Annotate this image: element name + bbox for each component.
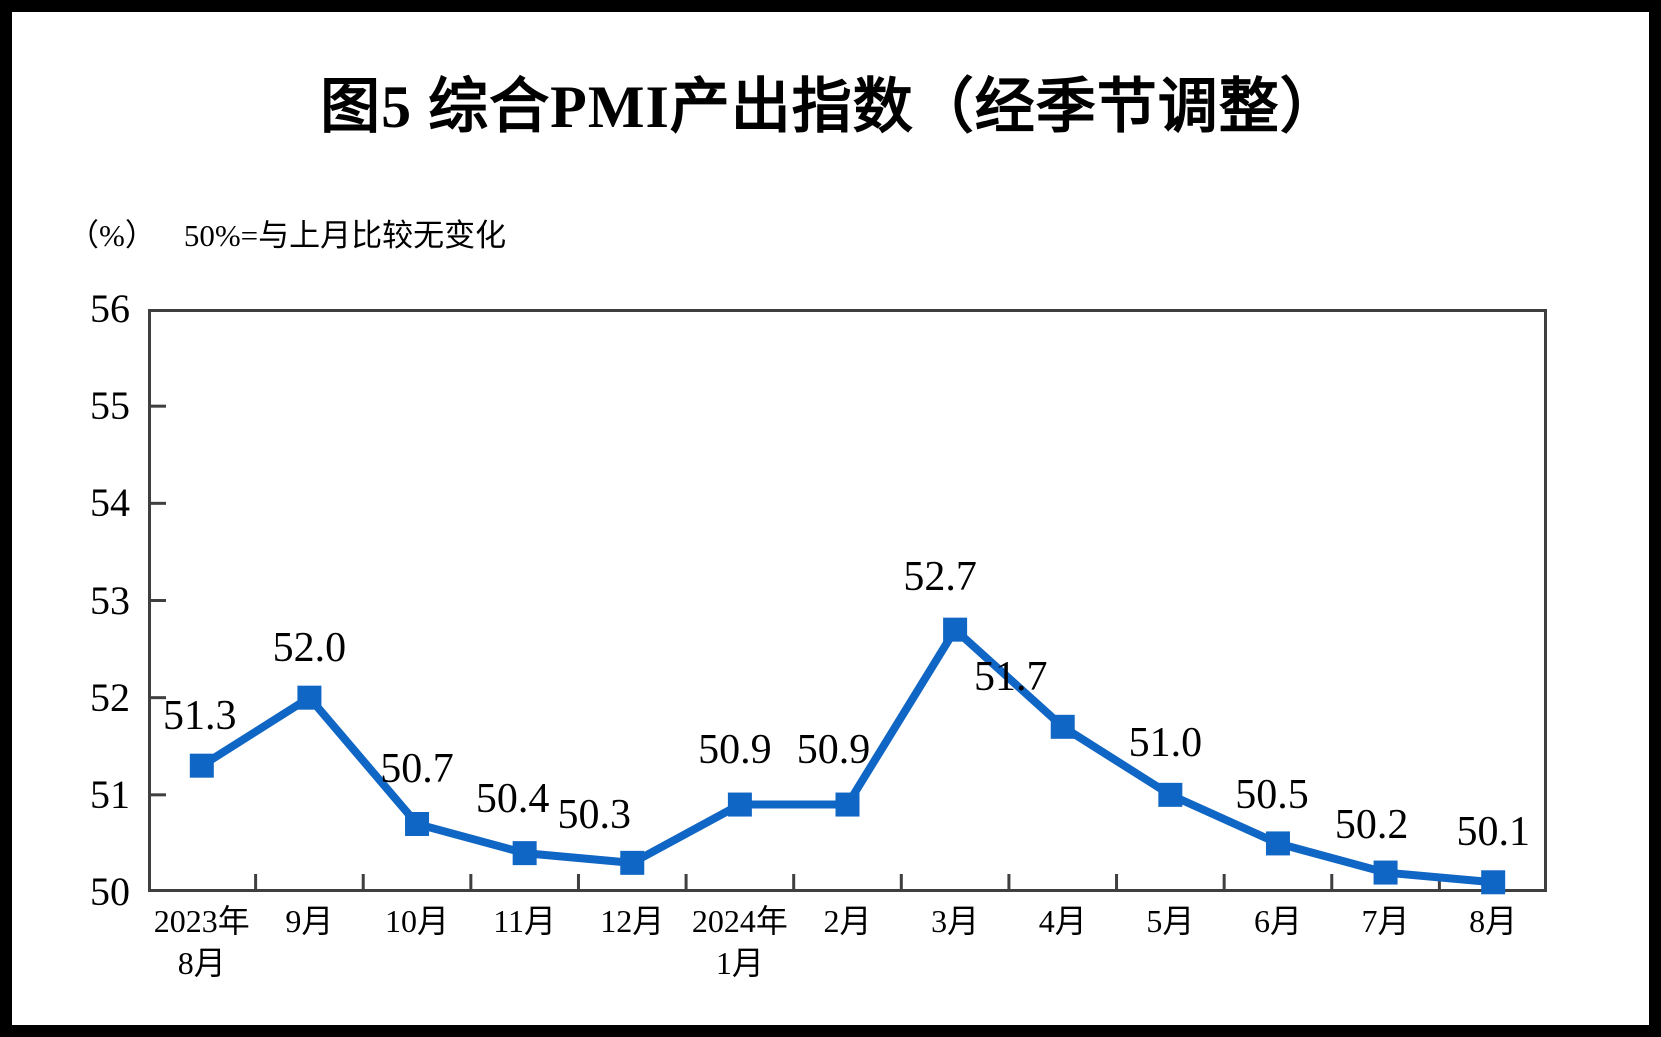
axis-unit-note: （%） 50%=与上月比较无变化 [68, 210, 506, 255]
x-axis-label: 12月 [547, 900, 717, 942]
data-point-marker [405, 811, 430, 836]
data-point-marker [835, 792, 860, 817]
data-point-marker [1373, 860, 1398, 885]
data-point-label: 50.2 [1334, 801, 1409, 848]
data-point-label: 50.4 [475, 776, 550, 823]
data-point-marker [620, 850, 645, 875]
x-axis-label: 2月 [763, 900, 933, 942]
x-axis-label-line: 1月 [715, 945, 764, 981]
data-point-label: 50.9 [698, 726, 772, 773]
data-point-label: 50.1 [1456, 809, 1530, 856]
unit-label: （%） [68, 218, 156, 253]
x-axis-label-line: 2024年 [691, 903, 788, 939]
data-point-label: 50.9 [796, 726, 871, 773]
data-point-marker [297, 685, 322, 710]
data-point-marker [189, 753, 214, 778]
x-axis-label-line: 8月 [1469, 903, 1518, 939]
x-axis-label-line: 9月 [285, 903, 334, 939]
data-point-label: 51.7 [973, 653, 1048, 700]
x-axis-label: 3月 [870, 900, 1040, 942]
y-axis-label: 54 [90, 480, 130, 526]
data-point-marker [727, 792, 752, 817]
x-axis-label-line: 5月 [1146, 903, 1195, 939]
data-point-label: 51.3 [163, 692, 237, 739]
y-axis-label: 53 [90, 577, 130, 623]
x-axis-label: 2023年 8月 [117, 900, 287, 984]
x-axis-label: 5月 [1085, 900, 1255, 942]
plot-area [148, 309, 1547, 895]
x-axis-label-line: 4月 [1038, 903, 1087, 939]
x-axis-label: 11月 [440, 900, 610, 942]
figure-title: 图5 综合PMI产出指数（经季节调整） [320, 74, 1341, 140]
x-axis-label-line: 10月 [385, 903, 450, 939]
x-axis-label-line: 7月 [1361, 903, 1410, 939]
plot-frame [148, 309, 1547, 892]
data-point-label: 50.7 [380, 745, 454, 792]
x-axis-label-line: 2月 [823, 903, 872, 939]
reference-note: 50%=与上月比较无变化 [183, 218, 507, 253]
x-axis-label-line: 12月 [600, 903, 665, 939]
data-point-marker [1265, 831, 1290, 856]
data-point-marker [1050, 714, 1075, 739]
x-axis-label: 6月 [1193, 900, 1363, 942]
data-point-label: 50.5 [1235, 772, 1309, 819]
x-axis-label: 4月 [978, 900, 1148, 942]
data-point-label: 52.7 [903, 553, 977, 600]
data-point-label: 50.3 [557, 791, 632, 838]
data-point-label: 51.0 [1128, 719, 1203, 766]
x-axis-label-line: 3月 [931, 903, 980, 939]
data-point-marker [1158, 782, 1183, 807]
x-axis-label: 2024年 1月 [655, 900, 825, 984]
data-point-marker [1481, 870, 1506, 895]
x-axis-label: 8月 [1408, 900, 1578, 942]
y-axis-label: 52 [90, 674, 130, 720]
x-axis-label-line: 2023年 [153, 903, 250, 939]
data-point-marker [943, 617, 968, 642]
x-axis-label: 7月 [1301, 900, 1471, 942]
y-axis-label: 56 [90, 286, 130, 331]
data-point-label: 52.0 [272, 624, 347, 671]
y-axis-label: 51 [90, 771, 130, 817]
data-point-marker [512, 841, 537, 866]
y-axis-label: 55 [90, 383, 130, 429]
x-axis-label: 10月 [332, 900, 502, 942]
x-axis-label-line: 8月 [177, 945, 226, 981]
x-axis-label-line: 6月 [1253, 903, 1302, 939]
x-axis-label: 9月 [224, 900, 394, 942]
x-axis-label-line: 11月 [493, 903, 557, 939]
y-axis-label: 50 [90, 869, 130, 914]
